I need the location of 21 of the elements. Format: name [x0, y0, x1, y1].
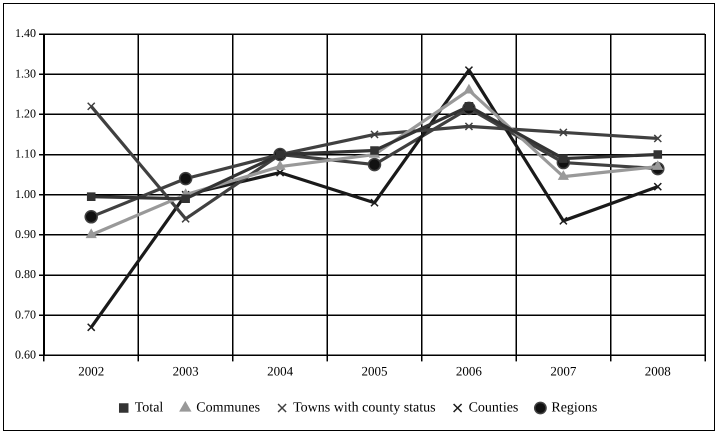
x-tick-label: 2007	[550, 364, 577, 379]
x-tick-label: 2003	[172, 364, 199, 379]
x-tick-label: 2006	[456, 364, 482, 379]
legend-label: Communes	[196, 400, 260, 416]
x-tick-label: 2008	[644, 364, 671, 379]
x-tick-label: 2005	[362, 364, 388, 379]
y-tick-label: 1.10	[15, 146, 36, 161]
y-tick-label: 1.40	[15, 26, 36, 40]
legend-label: Counties	[468, 400, 518, 416]
y-tick-label: 0.80	[15, 267, 36, 282]
y-tick-label: 1.00	[15, 186, 36, 201]
y-tick-label: 0.60	[15, 348, 36, 362]
x-tick-label: 2004	[267, 364, 294, 379]
y-tick-label: 0.70	[15, 307, 36, 322]
y-tick-label: 1.30	[15, 66, 36, 80]
legend-label: Total	[134, 400, 164, 416]
y-tick-label: 0.90	[15, 227, 36, 242]
legend-label: Towns with county status	[293, 400, 436, 416]
legend-label: Regions	[551, 400, 598, 416]
y-tick-label: 1.20	[15, 106, 36, 121]
x-tick-label: 2002	[78, 364, 104, 379]
